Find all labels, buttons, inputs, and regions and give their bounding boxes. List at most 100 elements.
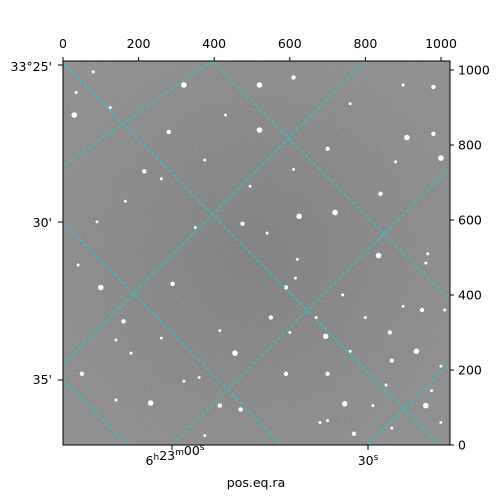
star-point (389, 358, 394, 363)
x-tick-label-top: 800 (353, 36, 377, 51)
star-point (326, 419, 330, 423)
star-point (293, 276, 297, 280)
star-point (159, 336, 163, 340)
star-point (203, 434, 207, 438)
y-tick-label-right: 0 (458, 438, 466, 453)
star-point (423, 402, 429, 409)
dec-tick-label: 33°25' (11, 59, 53, 74)
grid-line (63, 61, 367, 366)
star-point (378, 191, 383, 196)
star-point (394, 160, 398, 164)
star-point (426, 252, 430, 256)
x-tick-label-top: 600 (278, 36, 302, 51)
star-point (142, 169, 147, 174)
star-point (95, 220, 99, 224)
star-point (438, 155, 444, 161)
star-point (390, 426, 394, 430)
star-point (413, 348, 420, 355)
star-point (265, 231, 269, 235)
star-point (325, 371, 330, 376)
star-point (371, 404, 375, 408)
plot-frame (62, 60, 451, 446)
star-point (108, 106, 112, 109)
star-point (401, 304, 405, 308)
grid-line (63, 61, 213, 167)
dec-tick-label: 30' (33, 215, 52, 230)
y-tick-label-right: 200 (458, 363, 482, 378)
y-tick-label-right: 400 (458, 288, 482, 303)
star-point (170, 281, 175, 286)
star-point (182, 379, 186, 383)
star-point (322, 333, 329, 340)
star-point (439, 421, 443, 424)
star-point (314, 316, 318, 319)
star-point (256, 82, 263, 88)
star-point (240, 221, 245, 226)
star-point (292, 167, 295, 171)
star-point (283, 285, 289, 290)
star-point (443, 308, 447, 312)
grid-line (63, 379, 129, 445)
x-tick-label-top: 200 (127, 36, 151, 51)
star-point (363, 316, 367, 319)
star-point (341, 293, 345, 297)
star-point (203, 158, 207, 162)
star-point (384, 383, 388, 387)
y-tick-label-right: 800 (458, 138, 482, 153)
star-point (238, 407, 243, 412)
star-point (431, 131, 436, 136)
star-point (193, 226, 197, 229)
star-point (147, 400, 154, 406)
star-point (325, 146, 330, 151)
x-tick-label-top: 1000 (425, 36, 457, 51)
grid-line (211, 61, 450, 301)
x-tick-label-top: 0 (59, 36, 67, 51)
grid-line (63, 221, 283, 445)
star-point (98, 284, 104, 291)
star-point (296, 213, 303, 220)
star-point (197, 376, 201, 379)
star-point (76, 263, 80, 267)
y-tick-label-right: 600 (458, 213, 482, 228)
star-point (332, 209, 338, 216)
y-tick-label-right: 1000 (458, 63, 490, 78)
star-point (401, 83, 405, 87)
plot-area (62, 60, 451, 446)
star-point (288, 331, 292, 334)
star-point (181, 82, 187, 88)
star-point (71, 112, 78, 118)
star-point (256, 127, 263, 133)
grid-line (171, 167, 450, 445)
star-point (318, 421, 322, 424)
ra-tick-label: 6h23m00s (146, 443, 205, 468)
star-point (439, 364, 443, 368)
star-point (419, 307, 425, 313)
star-point (91, 70, 95, 74)
star-point (424, 261, 428, 265)
star-point (351, 431, 357, 436)
star-point (114, 338, 118, 342)
star-point (248, 184, 252, 188)
star-point (430, 389, 433, 393)
x-tick-label-top: 400 (202, 36, 226, 51)
star-point (74, 91, 78, 94)
grid-line (367, 363, 450, 445)
star-point (341, 401, 348, 407)
star-point (295, 257, 299, 261)
coordinate-grid (63, 61, 450, 445)
star-point (431, 84, 436, 90)
grid-line (63, 62, 441, 445)
ra-tick-label: 30s (358, 453, 379, 468)
axes (58, 57, 454, 450)
star-point (121, 319, 126, 324)
star-point (224, 113, 227, 117)
star-point (159, 177, 163, 181)
star-point (404, 134, 410, 141)
star-point (268, 315, 274, 320)
star-point (375, 252, 382, 259)
star-field (71, 70, 447, 438)
star-point (166, 129, 171, 135)
star-point (79, 371, 85, 376)
star-point (387, 330, 393, 335)
